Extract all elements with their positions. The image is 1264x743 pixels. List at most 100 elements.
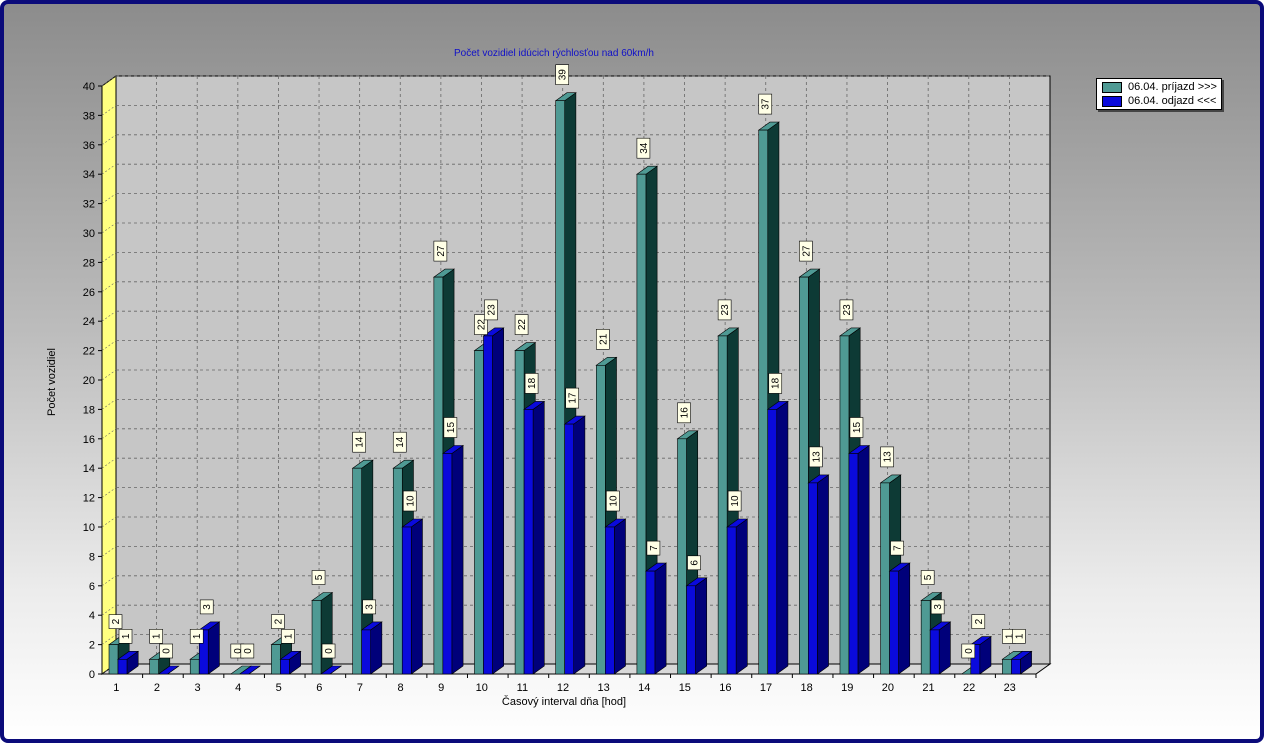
data-label-arrival: 13: [880, 446, 894, 468]
data-label-arrival: 27: [799, 240, 813, 262]
y-axis-label: Počet vozidiel: [46, 348, 58, 416]
y-gridline-side: [101, 222, 117, 234]
x-tick-label: 7: [357, 682, 363, 694]
svg-text:13: 13: [883, 451, 894, 463]
y-gridline-side: [101, 163, 117, 175]
svg-text:5: 5: [314, 574, 325, 580]
y-gridline-side: [101, 575, 117, 587]
bar-departure: [441, 444, 465, 675]
legend-item-departure: 06.04. odjazd <<<: [1097, 94, 1221, 108]
y-gridline-side: [101, 134, 117, 146]
bar-departure: [807, 474, 830, 675]
y-gridline-side: [101, 604, 117, 616]
svg-text:23: 23: [720, 304, 731, 316]
y-tick-label: 36: [83, 140, 95, 152]
svg-text:15: 15: [446, 422, 457, 434]
svg-text:27: 27: [436, 245, 447, 257]
y-tick-label: 4: [89, 610, 95, 622]
svg-text:37: 37: [761, 98, 772, 110]
svg-text:22: 22: [476, 319, 487, 331]
bar-departure: [726, 518, 749, 675]
x-tick-label: 2: [154, 682, 160, 694]
data-label-departure: 0: [240, 643, 255, 659]
y-tick-label: 22: [83, 346, 95, 358]
data-label-arrival: 1: [189, 628, 204, 644]
svg-text:0: 0: [964, 648, 975, 654]
y-gridline-side: [101, 634, 117, 645]
svg-text:0: 0: [162, 648, 173, 654]
x-tick-label: 21: [922, 682, 934, 694]
svg-text:2: 2: [273, 618, 284, 624]
svg-text:0: 0: [233, 648, 244, 654]
legend-label-departure: 06.04. odjazd <<<: [1128, 95, 1217, 107]
data-label-departure: 1: [118, 628, 133, 644]
svg-text:22: 22: [517, 319, 528, 331]
y-tick-label: 12: [83, 493, 95, 505]
svg-text:27: 27: [801, 245, 812, 257]
bar-departure: [401, 518, 424, 675]
svg-text:14: 14: [355, 436, 366, 448]
y-gridline-side: [101, 340, 117, 351]
data-label-departure: 1: [281, 628, 295, 644]
data-label-arrival: 2: [108, 614, 123, 629]
bar-departure: [563, 415, 586, 675]
svg-text:1: 1: [1014, 633, 1025, 639]
svg-text:23: 23: [486, 304, 497, 316]
svg-text:15: 15: [852, 422, 863, 434]
chart-legend: 06.04. príjazd >>> 06.04. odjazd <<<: [1096, 78, 1222, 110]
y-tick-label: 0: [89, 669, 95, 681]
x-tick-label: 15: [679, 682, 691, 694]
bar-departure: [1010, 650, 1033, 675]
svg-text:10: 10: [405, 495, 416, 507]
y-gridline-side: [101, 546, 117, 557]
bar-departure: [969, 636, 992, 675]
y-gridline-side: [101, 310, 117, 322]
data-label-arrival: 23: [839, 299, 854, 321]
data-label-arrival: 14: [352, 431, 366, 453]
data-label-arrival: 5: [920, 570, 935, 585]
bar-departure: [279, 650, 302, 675]
svg-text:2: 2: [974, 618, 985, 624]
bar-departure: [685, 577, 708, 675]
data-label-arrival: 16: [677, 402, 691, 424]
x-tick-label: 13: [597, 682, 609, 694]
chart-title: Počet vozidiel idúcich rýchlosťou nad 60…: [454, 48, 654, 59]
data-label-departure: 3: [199, 599, 214, 615]
y-gridline-side: [101, 516, 117, 528]
svg-text:10: 10: [730, 495, 741, 507]
legend-swatch-arrival: [1102, 81, 1122, 93]
data-label-departure: 10: [606, 490, 620, 512]
data-label-departure: 0: [159, 643, 173, 659]
bar-departure: [360, 621, 383, 675]
y-tick-label: 24: [83, 316, 95, 328]
y-tick-label: 14: [83, 463, 95, 475]
svg-text:14: 14: [395, 436, 406, 448]
bar-departure: [523, 400, 546, 675]
svg-text:1: 1: [192, 633, 203, 639]
x-tick-label: 12: [557, 682, 569, 694]
y-gridline-side: [101, 281, 117, 293]
x-tick-label: 14: [638, 682, 650, 694]
data-label-departure: 10: [402, 490, 417, 512]
y-gridline-side: [101, 428, 117, 440]
data-label-arrival: 23: [717, 299, 732, 321]
data-label-arrival: 34: [636, 137, 651, 159]
data-label-arrival: 22: [514, 314, 529, 335]
y-tick-label: 28: [83, 257, 95, 269]
y-gridline-side: [101, 252, 117, 263]
y-gridline-side: [101, 369, 117, 381]
svg-text:17: 17: [568, 392, 579, 404]
svg-text:1: 1: [152, 633, 163, 639]
y-gridline-side: [101, 105, 117, 116]
svg-text:39: 39: [558, 69, 569, 81]
y-gridline-side: [101, 193, 117, 204]
data-label-departure: 7: [646, 540, 661, 556]
x-tick-label: 3: [194, 682, 200, 694]
x-tick-label: 20: [882, 682, 894, 694]
x-tick-label: 23: [1004, 682, 1016, 694]
data-label-departure: 1: [1012, 628, 1026, 644]
svg-text:16: 16: [680, 407, 691, 419]
svg-text:7: 7: [893, 545, 904, 551]
data-label-departure: 10: [727, 490, 742, 512]
legend-swatch-departure: [1102, 95, 1122, 107]
